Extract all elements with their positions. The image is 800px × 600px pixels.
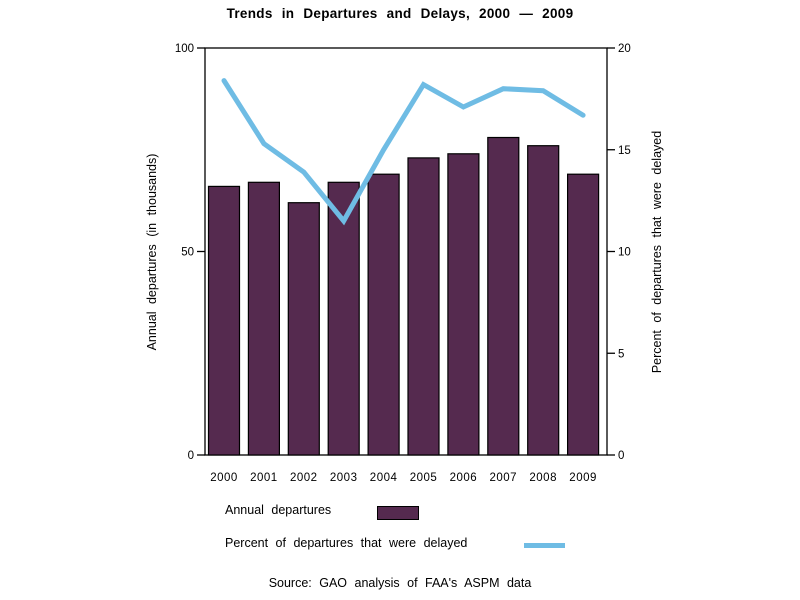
- bar-2008: [527, 145, 560, 456]
- right-axis-ticks: 0 5 10 15 20: [607, 43, 631, 462]
- year-label-2003: 2003: [330, 472, 358, 484]
- legend-label-departures: Annual departures: [225, 503, 332, 517]
- bar-2007: [487, 136, 520, 456]
- left-tick-label: 100: [175, 43, 194, 55]
- year-label-2007: 2007: [490, 472, 518, 484]
- legend-label-delayed: Percent of departures that were delayed: [225, 536, 468, 550]
- chart-title: Trends in Departures and Delays, 2000 — …: [226, 6, 574, 21]
- bar-2001: [247, 181, 280, 456]
- source-note: Source: GAO analysis of FAA's ASPM data: [268, 576, 532, 590]
- bars-group: [207, 136, 600, 456]
- year-label-2002: 2002: [290, 472, 318, 484]
- x-axis-labels: 2000 2001 2002 2003 2004 2005 2006 2007 2008 2009: [210, 472, 597, 484]
- left-axis-ticks: 0 50 100: [175, 43, 205, 462]
- left-tick-label: 0: [188, 450, 194, 462]
- year-label-2005: 2005: [410, 472, 438, 484]
- year-label-2000: 2000: [210, 472, 238, 484]
- bar-2003: [327, 181, 360, 456]
- bar-2000: [207, 185, 241, 456]
- right-tick-label: 10: [618, 247, 631, 259]
- right-tick-label: 0: [618, 450, 624, 462]
- legend-line-swatch: [524, 543, 565, 548]
- year-label-2001: 2001: [250, 472, 278, 484]
- left-tick-label: 50: [181, 247, 194, 259]
- legend-bar-swatch: [377, 506, 419, 520]
- year-label-2006: 2006: [450, 472, 478, 484]
- right-tick-label: 5: [618, 348, 624, 360]
- bar-2006: [447, 153, 480, 456]
- year-label-2008: 2008: [529, 472, 557, 484]
- right-tick-label: 20: [618, 43, 631, 55]
- delay-line: [221, 78, 586, 226]
- bar-2002: [287, 202, 320, 456]
- bar-2009: [566, 173, 600, 456]
- right-tick-label: 15: [618, 145, 631, 157]
- year-label-2004: 2004: [370, 472, 398, 484]
- year-label-2009: 2009: [569, 472, 597, 484]
- bar-2004: [367, 173, 400, 456]
- bar-2005: [407, 157, 440, 456]
